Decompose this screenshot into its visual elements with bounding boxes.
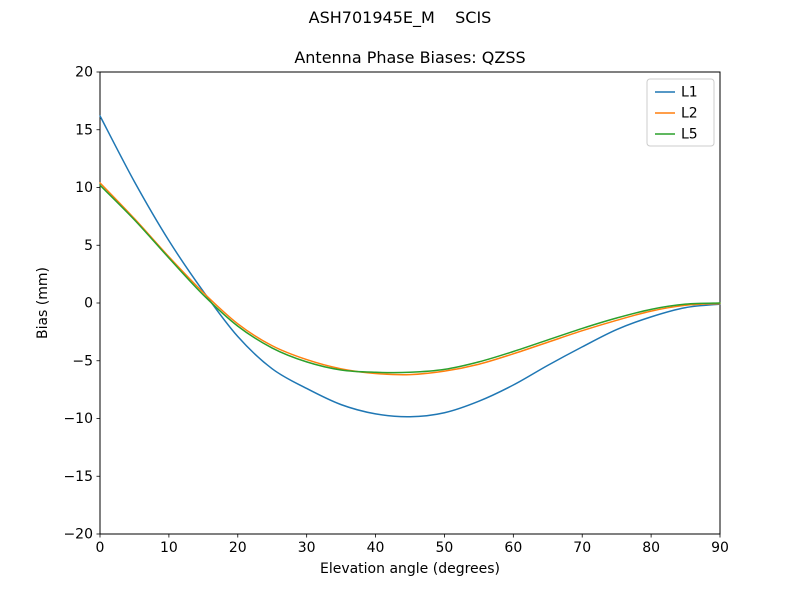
x-tick-label: 40: [367, 540, 385, 556]
legend-label-l1: L1: [681, 85, 698, 101]
x-tick-label: 20: [229, 540, 247, 556]
y-tick-label: −5: [72, 353, 93, 369]
legend-label-l2: L2: [681, 106, 698, 122]
x-tick-label: 50: [436, 540, 454, 556]
y-tick-label: −10: [63, 411, 93, 427]
x-tick-label: 70: [573, 540, 591, 556]
x-tick-label: 10: [160, 540, 178, 556]
x-tick-label: 60: [504, 540, 522, 556]
y-tick-label: 5: [84, 238, 93, 254]
x-tick-label: 90: [711, 540, 729, 556]
y-tick-label: 20: [75, 65, 93, 81]
x-tick-label: 0: [96, 540, 105, 556]
series-line-l5: [99, 184, 721, 374]
series-line-l2: [99, 182, 721, 376]
x-axis-label: Elevation angle (degrees): [320, 561, 500, 577]
y-tick-label: −20: [63, 527, 93, 543]
legend-box: [646, 78, 715, 147]
y-tick-label: −15: [63, 469, 93, 485]
x-tick-label: 30: [298, 540, 316, 556]
x-tick-label: 80: [642, 540, 660, 556]
series-line-l1: [99, 115, 721, 418]
figure-suptitle: ASH701945E_M SCIS: [309, 8, 492, 28]
y-tick-label: 10: [75, 180, 93, 196]
y-tick-label: 0: [84, 296, 93, 312]
y-tick-label: 15: [75, 122, 93, 138]
legend-label-l5: L5: [681, 127, 698, 143]
y-axis-label: Bias (mm): [35, 267, 51, 339]
chart-title: Antenna Phase Biases: QZSS: [294, 48, 525, 67]
